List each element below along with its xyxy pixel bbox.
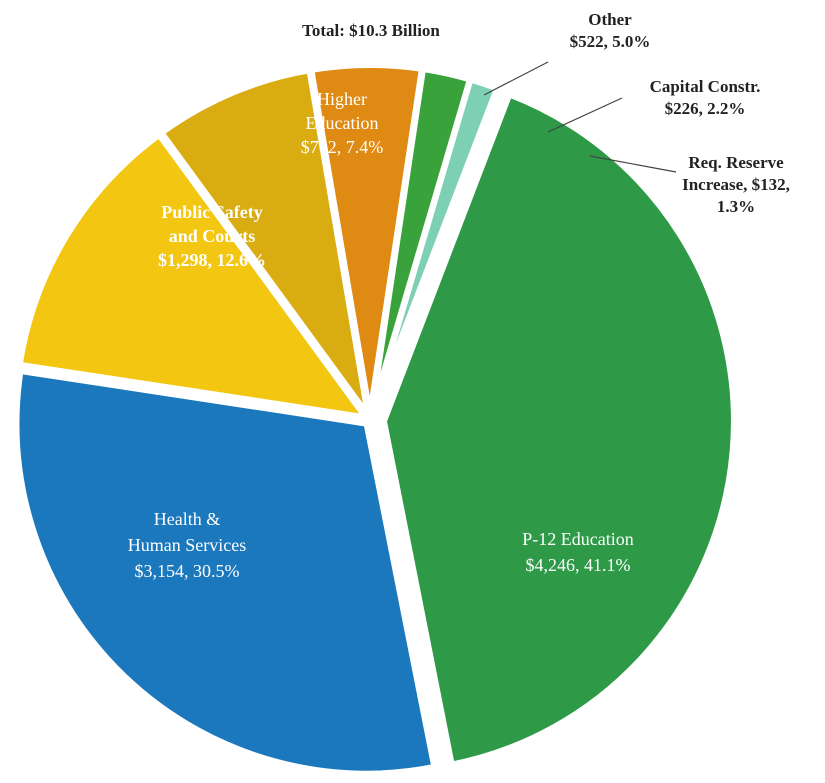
pie-slice-p12	[380, 91, 737, 768]
pie-slice-health	[13, 368, 438, 777]
slice-label-other: Other $522, 5.0%	[570, 10, 651, 51]
slice-label-line: and Courts	[169, 226, 256, 246]
leader-line-reserve	[589, 155, 677, 173]
slice-label-line: 1.3%	[717, 197, 755, 216]
slice-label-line: $522, 5.0%	[570, 32, 651, 51]
slice-label-p12: P-12 Education $4,246, 41.1%	[522, 529, 633, 575]
slice-label-line: Public Safety	[161, 202, 263, 222]
slice-label-line: Req. Reserve	[688, 153, 784, 172]
leader-line-other	[483, 61, 549, 96]
pie-slice-safety	[16, 131, 369, 421]
slice-label-safety: Public Safety and Courts $1,298, 12.6%	[158, 202, 266, 270]
slice-label-line: Other	[588, 10, 632, 29]
slice-label-line: $762, 7.4%	[301, 137, 384, 157]
slice-label-line: Higher	[317, 89, 367, 109]
slice-label-line: Health &	[154, 509, 220, 529]
slice-label-line: $4,246, 41.1%	[526, 555, 631, 575]
leader-line-capital	[547, 97, 623, 133]
pie-slice-higher	[158, 67, 372, 419]
slice-label-line: Human Services	[128, 535, 246, 555]
slice-label-line: $3,154, 30.5%	[135, 561, 240, 581]
slice-label-line: $1,298, 12.6%	[158, 250, 266, 270]
slice-label-line: Education	[306, 113, 379, 133]
slice-label-line: P-12 Education	[522, 529, 633, 549]
slice-label-capital: Capital Constr. $226, 2.2%	[650, 77, 761, 118]
slice-labels: P-12 Education $4,246, 41.1% Health & Human…	[128, 10, 790, 581]
slice-label-line: Increase, $132,	[682, 175, 790, 194]
chart-title: Total: $10.3 Billion	[302, 21, 440, 40]
slice-label-line: $226, 2.2%	[665, 99, 746, 118]
slice-label-higher: Higher Education $762, 7.4%	[301, 89, 384, 157]
slice-label-line: Capital Constr.	[650, 77, 761, 96]
leader-lines	[483, 61, 677, 173]
pie-slices	[13, 62, 737, 777]
slice-label-health: Health & Human Services $3,154, 30.5%	[128, 509, 246, 581]
slice-label-reserve: Req. Reserve Increase, $132, 1.3%	[682, 153, 790, 216]
